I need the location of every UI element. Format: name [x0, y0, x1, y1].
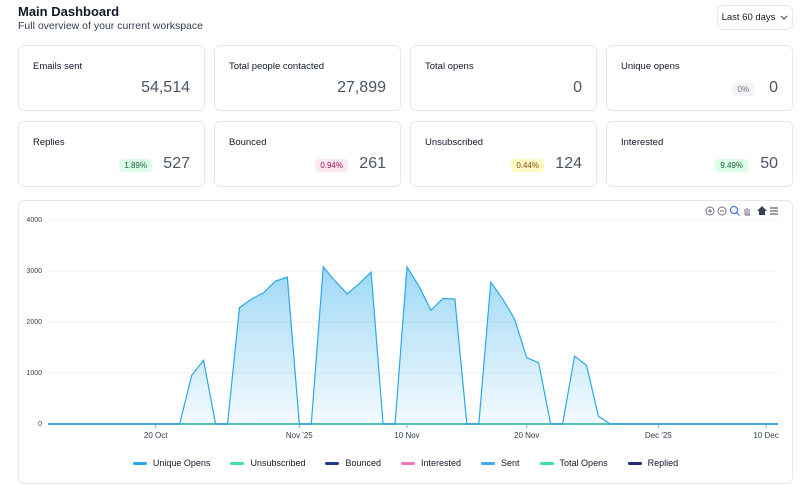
- stat-label: Emails sent: [33, 61, 83, 72]
- legend-swatch: [132, 461, 147, 465]
- stat-badge: 1.89%: [119, 159, 152, 172]
- x-tick-label: 10 Dec: [753, 431, 778, 440]
- chart: 0 1000 2000 3000 4000 20 Oct Nov '25 10 Nov 20 N…: [26, 206, 779, 440]
- legend-label: Sent: [501, 458, 520, 468]
- x-tick-label: Dec '25: [645, 431, 672, 440]
- stat-value: 0: [573, 79, 582, 96]
- chart-panel: [18, 200, 793, 484]
- stat-label: Replies: [33, 137, 65, 148]
- range-label: Last 60 days: [721, 12, 776, 23]
- pan-button[interactable]: [744, 208, 750, 216]
- stat-value: 124: [555, 155, 582, 172]
- stat-badge: 0.94%: [315, 159, 348, 172]
- stat-label: Total opens: [425, 61, 474, 72]
- legend-item[interactable]: Interested: [401, 458, 461, 468]
- x-tick-label: 20 Nov: [514, 431, 539, 440]
- legend-item[interactable]: Replied: [627, 458, 679, 468]
- range-button[interactable]: Last 60 days: [717, 5, 793, 30]
- stat-card: Bounced 0.94% 261: [214, 121, 401, 187]
- legend-label: Interested: [421, 458, 462, 468]
- stat-card: Unsubscribed 0.44% 124: [410, 121, 597, 187]
- stat-label: Unique opens: [621, 61, 680, 72]
- stat-label: Interested: [621, 137, 664, 148]
- legend-label: Unsubscribed: [250, 458, 306, 468]
- stat-card: Emails sent 54,514: [18, 45, 205, 111]
- stat-card: Interested 9.49% 50: [606, 121, 793, 187]
- legend-swatch: [539, 461, 554, 465]
- stat-badge: 0.44%: [511, 159, 544, 172]
- stat-value: 54,514: [141, 79, 190, 96]
- menu-button[interactable]: [770, 207, 778, 215]
- zoom-button[interactable]: [730, 206, 740, 216]
- y-tick-label: 0: [38, 421, 42, 428]
- stat-value: 50: [760, 155, 778, 172]
- x-tick-label: 10 Nov: [394, 431, 419, 440]
- y-tick-label: 4000: [26, 217, 42, 224]
- y-tick-label: 1000: [26, 370, 42, 377]
- legend-item[interactable]: Total Opens: [539, 458, 608, 468]
- stat-card: Unique opens 0% 0: [606, 45, 793, 111]
- legend-swatch: [627, 461, 642, 465]
- legend-item[interactable]: Unsubscribed: [230, 458, 305, 468]
- zoom-in-button[interactable]: [705, 206, 715, 216]
- legend-swatch: [325, 461, 340, 465]
- area-line: [48, 265, 778, 425]
- legend-label: Replied: [647, 458, 679, 468]
- page-title: Main Dashboard: [18, 4, 120, 19]
- legend-swatch: [230, 461, 245, 465]
- stat-value: 261: [359, 155, 386, 172]
- legend-label: Unique Opens: [152, 458, 211, 468]
- area-fill: [48, 266, 778, 424]
- zoom-out-button[interactable]: [717, 206, 727, 216]
- x-tick-label: Nov '25: [286, 431, 313, 440]
- legend-swatch: [401, 461, 415, 465]
- legend-item[interactable]: Sent: [481, 458, 520, 468]
- stat-card: Replies 1.89% 527: [18, 121, 205, 187]
- y-tick-label: 2000: [26, 319, 42, 326]
- page-subtitle: Full overview of your current workspace: [18, 20, 203, 32]
- home-button[interactable]: [757, 206, 767, 215]
- stat-value: 527: [163, 155, 190, 172]
- legend-swatch: [481, 461, 496, 465]
- legend: Unique Opens Unsubscribed Bounced Intereste…: [18, 458, 793, 468]
- stat-label: Total people contacted: [229, 61, 325, 72]
- stat-label: Bounced: [229, 137, 267, 148]
- stat-badge: 0%: [732, 83, 754, 96]
- legend-label: Bounced: [345, 458, 381, 468]
- x-tick-label: 20 Oct: [144, 431, 168, 440]
- legend-item[interactable]: Bounced: [325, 458, 381, 468]
- stat-card: Total opens 0: [410, 45, 597, 111]
- stat-value: 27,899: [337, 79, 386, 96]
- stat-badge: 9.49%: [715, 159, 748, 172]
- stat-card: Total people contacted 27,899: [214, 45, 401, 111]
- chart-toolbar: [705, 206, 778, 216]
- legend-item[interactable]: Unique Opens: [132, 458, 211, 468]
- y-tick-label: 3000: [26, 268, 42, 275]
- legend-label: Total Opens: [559, 458, 608, 468]
- chevron-icon: [781, 15, 788, 20]
- stat-value: 0: [769, 79, 778, 96]
- stat-label: Unsubscribed: [425, 137, 484, 148]
